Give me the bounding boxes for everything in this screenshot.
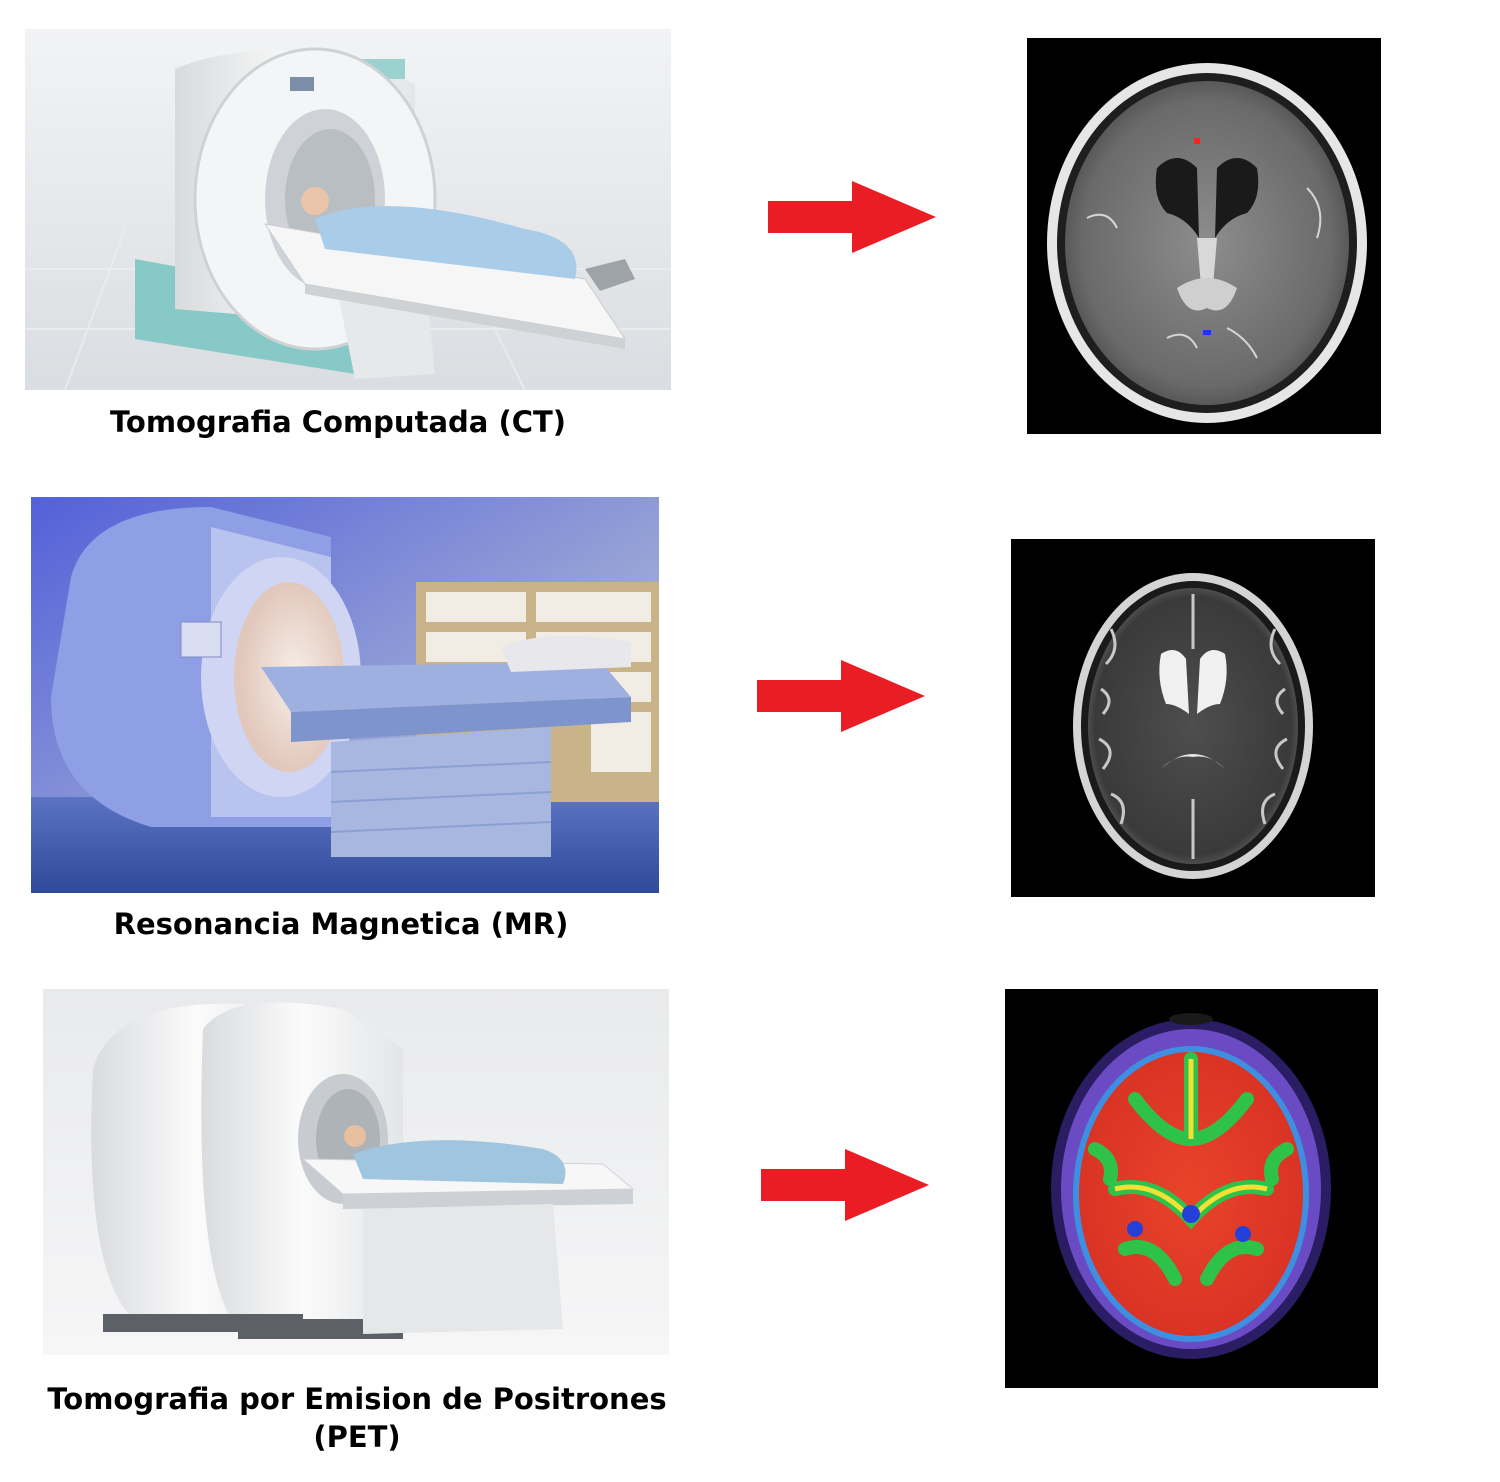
ct-arrow-icon bbox=[768, 181, 936, 253]
pet-scanner-photo bbox=[43, 989, 669, 1355]
mr-brain-scan bbox=[1011, 539, 1375, 897]
ct-scanner-photo bbox=[25, 29, 671, 390]
ct-brain-scan bbox=[1027, 38, 1381, 434]
mr-arrow-icon bbox=[757, 660, 925, 732]
pet-brain-scan bbox=[1005, 989, 1378, 1388]
mr-caption: Resonancia Magnetica (MR) bbox=[113, 907, 569, 941]
mr-scanner-photo bbox=[31, 497, 659, 893]
pet-arrow-icon bbox=[761, 1149, 929, 1221]
pet-caption: Tomografia por Emision de Positrones (PE… bbox=[47, 1382, 667, 1454]
ct-caption: Tomografia Computada (CT) bbox=[109, 405, 567, 439]
